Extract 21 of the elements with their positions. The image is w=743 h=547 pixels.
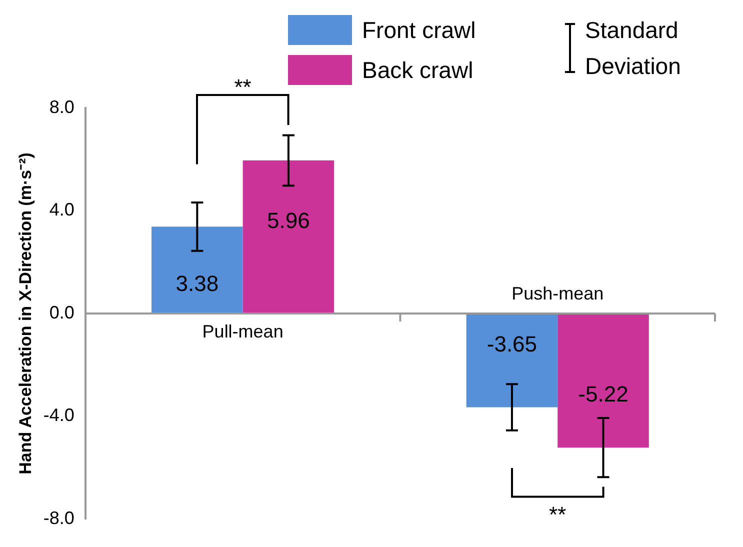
bar bbox=[152, 226, 243, 314]
data-label: -3.65 bbox=[486, 331, 538, 356]
data-label: 5.96 bbox=[267, 208, 310, 234]
data-label: -5.22 bbox=[578, 382, 628, 407]
y-tick-label: 8.0 bbox=[49, 96, 74, 117]
bar bbox=[466, 314, 558, 408]
y-tick-label: 0.0 bbox=[49, 302, 74, 322]
bar bbox=[558, 314, 649, 448]
y-axis-title: Hand Acceleration in X-Direction (m·s⁻²) bbox=[16, 152, 35, 474]
bar bbox=[242, 160, 334, 314]
text: ** bbox=[234, 74, 252, 100]
data-label: 3.38 bbox=[176, 271, 219, 296]
y-tick-label: 4.0 bbox=[49, 200, 74, 220]
legend-label: Back crawl bbox=[362, 56, 474, 84]
y-tick-label: -8.0 bbox=[43, 508, 74, 528]
legend-label: Front crawl bbox=[362, 16, 476, 44]
text: Standard Deviation bbox=[585, 16, 682, 81]
x-tick-label: Push-mean bbox=[512, 283, 604, 304]
annotation: ** bbox=[549, 502, 567, 528]
y-tick-label: -4.0 bbox=[43, 405, 74, 426]
x-tick-label: Pull-mean bbox=[202, 321, 284, 342]
